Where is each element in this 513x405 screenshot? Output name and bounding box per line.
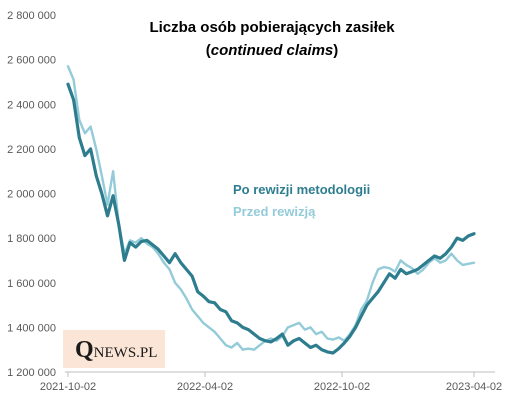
y-tick-label: 2 800 000	[7, 10, 56, 22]
chart-subtitle: (continued claims)	[206, 42, 339, 59]
y-tick-label: 2 000 000	[7, 189, 56, 201]
y-tick-label: 2 200 000	[7, 144, 56, 156]
x-tick-label: 2021-10-02	[40, 381, 96, 393]
y-axis-labels: 1 200 000 1 400 000 1 600 000 1 800 000 2 00…	[7, 10, 56, 379]
qnews-logo: QNEWS.PL	[63, 330, 165, 368]
legend-item-przed-rewizja: Przed rewizją	[233, 204, 316, 219]
series-lines	[66, 65, 476, 355]
y-tick-label: 1 800 000	[7, 233, 56, 245]
y-tick-label: 1 200 000	[7, 367, 56, 379]
legend-item-po-rewizji: Po rewizji metodologii	[233, 182, 370, 197]
y-tick-label: 2 600 000	[7, 55, 56, 67]
x-tick-label: 2022-10-02	[314, 381, 370, 393]
chart-title: Liczba osób pobierających zasiłek	[149, 19, 395, 36]
x-tick-label: 2023-04-02	[446, 381, 502, 393]
logo-letter: Q	[75, 337, 94, 363]
series-line-przed-rewizja	[66, 65, 476, 351]
y-tick-label: 1 600 000	[7, 278, 56, 290]
legend: Po rewizji metodologii Przed rewizją	[233, 182, 370, 219]
x-axis-ticks	[67, 372, 475, 377]
x-axis-labels: 2021-10-02 2022-04-02 2022-10-02 2023-04-02	[40, 381, 502, 393]
logo-text: NEWS.PL	[94, 345, 158, 361]
y-tick-label: 1 400 000	[7, 322, 56, 334]
series-line-po-rewizji	[66, 82, 476, 355]
svg-text:QNEWS.PL: QNEWS.PL	[75, 337, 157, 363]
y-tick-label: 2 400 000	[7, 99, 56, 111]
x-tick-label: 2022-04-02	[177, 381, 233, 393]
chart-subtitle-italic: continued claims	[211, 42, 334, 59]
